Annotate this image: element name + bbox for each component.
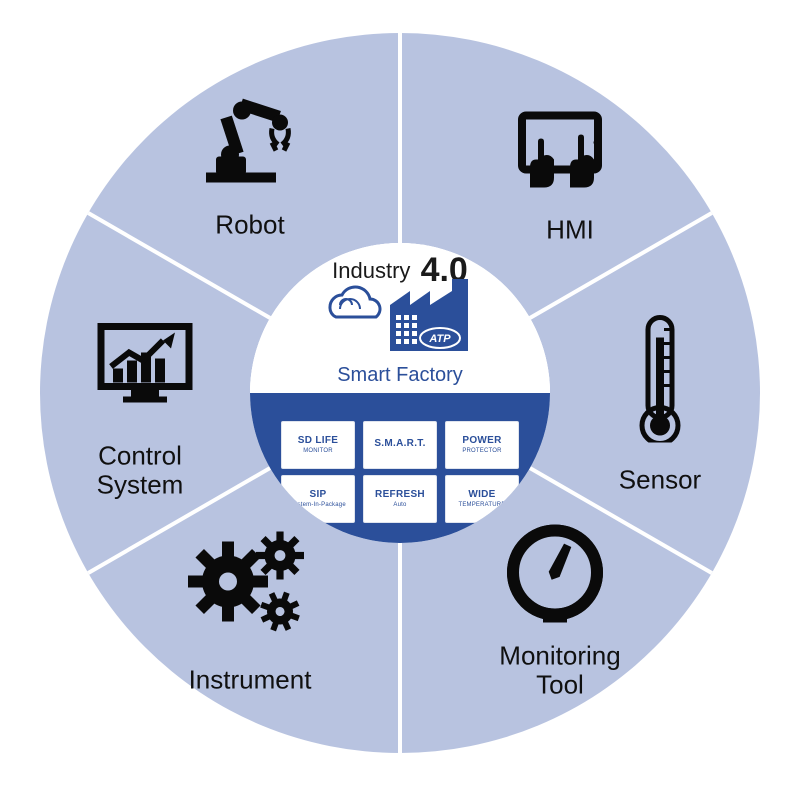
tile-sub: Auto	[393, 502, 406, 508]
feature-tile: SD LIFE MONITOR	[281, 421, 355, 469]
tile-main: S.M.A.R.T.	[374, 439, 425, 449]
feature-tile: WIDE TEMPERATURE	[445, 475, 519, 523]
segment-label-hmi: HMI	[546, 216, 594, 245]
segment-label-monitoring: Monitoring Tool	[499, 641, 620, 698]
segment-label-sensor: Sensor	[619, 466, 701, 495]
tile-main: SIP	[309, 490, 326, 500]
tile-sub: MONITOR	[303, 448, 333, 454]
hmi-icon	[495, 83, 625, 218]
feature-tile: REFRESH Auto	[363, 475, 437, 523]
hub-tiles: SD LIFE MONITOR S.M.A.R.T. POWER PROTECTOR SI…	[250, 393, 550, 543]
diagram-stage: HMI Sensor Monitoring Tool Instrument Contro…	[0, 0, 800, 787]
factory-icon: ATP	[310, 275, 490, 355]
feature-tile: POWER PROTECTOR	[445, 421, 519, 469]
hub-top: Industry 4.0	[250, 243, 550, 393]
tile-sub: TEMPERATURE	[458, 502, 505, 508]
feature-tile: SIP System-In-Package	[281, 475, 355, 523]
tile-main: POWER	[462, 436, 501, 446]
sensor-icon	[595, 313, 725, 448]
feature-tile: S.M.A.R.T.	[363, 421, 437, 469]
segment-label-robot: Robot	[215, 211, 284, 240]
control-icon	[80, 298, 210, 433]
tile-sub: PROTECTOR	[462, 448, 501, 454]
tile-main: SD LIFE	[298, 436, 338, 446]
segment-label-control: Control System	[97, 441, 184, 498]
tile-main: WIDE	[468, 490, 495, 500]
tile-main: REFRESH	[375, 490, 425, 500]
atp-badge-text: ATP	[428, 333, 451, 345]
robot-icon	[185, 78, 315, 213]
center-hub: Industry 4.0	[250, 243, 550, 543]
tile-sub: System-In-Package	[290, 502, 346, 508]
segment-label-instrument: Instrument	[189, 666, 312, 695]
hub-subtitle: Smart Factory	[337, 364, 463, 387]
